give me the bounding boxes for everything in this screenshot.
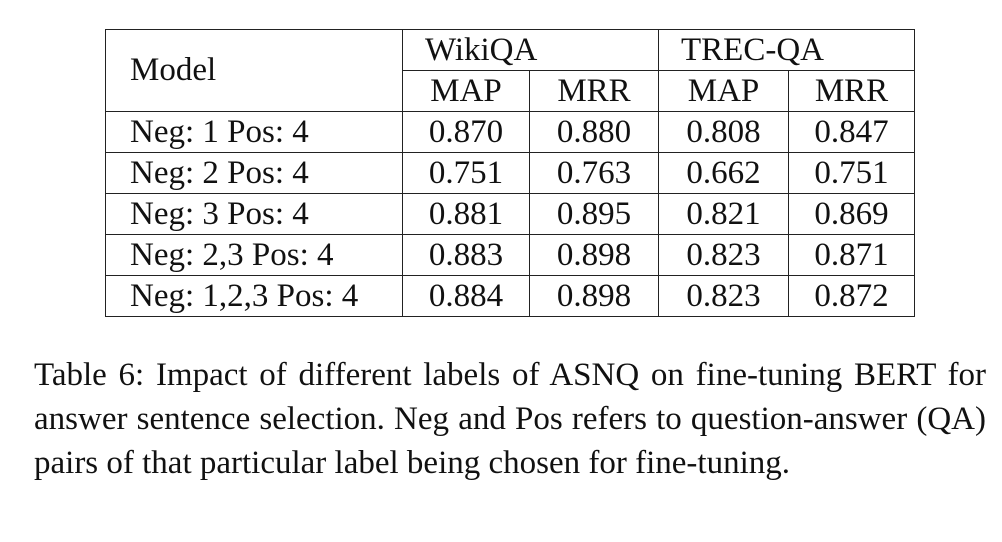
wikiqa-mrr-cell: 0.898 (529, 234, 659, 276)
trecqa-map-header: MAP (658, 70, 789, 112)
row-label: Neg: 3 Pos: 4 (105, 193, 403, 235)
trecqa-mrr-cell: 0.751 (788, 152, 915, 194)
row-label: Neg: 2,3 Pos: 4 (105, 234, 403, 276)
wikiqa-mrr-cell: 0.895 (529, 193, 659, 235)
wikiqa-mrr-cell: 0.880 (529, 111, 659, 153)
trecqa-mrr-cell: 0.872 (788, 275, 915, 317)
trecqa-map-cell: 0.821 (658, 193, 789, 235)
wikiqa-map-cell: 0.884 (402, 275, 530, 317)
table-row: Neg: 3 Pos: 4 0.881 0.895 0.821 0.869 (105, 193, 915, 235)
trecqa-map-cell: 0.662 (658, 152, 789, 194)
table-row: Neg: 1 Pos: 4 0.870 0.880 0.808 0.847 (105, 111, 915, 153)
trecqa-mrr-cell: 0.847 (788, 111, 915, 153)
row-label: Neg: 2 Pos: 4 (105, 152, 403, 194)
header-row-groups: Model WikiQA TREC-QA (105, 29, 915, 112)
model-column-header: Model (105, 29, 403, 112)
trecqa-map-cell: 0.823 (658, 234, 789, 276)
trecqa-map-cell: 0.823 (658, 275, 789, 317)
trecqa-mrr-cell: 0.869 (788, 193, 915, 235)
wikiqa-map-cell: 0.751 (402, 152, 530, 194)
trecqa-group-header: TREC-QA (658, 29, 915, 71)
trecqa-map-cell: 0.808 (658, 111, 789, 153)
wikiqa-map-cell: 0.883 (402, 234, 530, 276)
wikiqa-mrr-cell: 0.898 (529, 275, 659, 317)
wikiqa-mrr-header: MRR (529, 70, 659, 112)
table-row: Neg: 1,2,3 Pos: 4 0.884 0.898 0.823 0.87… (105, 275, 915, 317)
table-caption: Table 6: Impact of different labels of A… (34, 357, 986, 481)
table-row: Neg: 2,3 Pos: 4 0.883 0.898 0.823 0.871 (105, 234, 915, 276)
trecqa-mrr-cell: 0.871 (788, 234, 915, 276)
row-label: Neg: 1,2,3 Pos: 4 (105, 275, 403, 317)
results-table: Model WikiQA TREC-QA MAP MRR MAP MRR Neg… (105, 29, 915, 317)
table-row: Neg: 2 Pos: 4 0.751 0.763 0.662 0.751 (105, 152, 915, 194)
wikiqa-map-cell: 0.881 (402, 193, 530, 235)
wikiqa-map-cell: 0.870 (402, 111, 530, 153)
wikiqa-map-header: MAP (402, 70, 530, 112)
row-label: Neg: 1 Pos: 4 (105, 111, 403, 153)
wikiqa-mrr-cell: 0.763 (529, 152, 659, 194)
wikiqa-group-header: WikiQA (402, 29, 659, 71)
trecqa-mrr-header: MRR (788, 70, 915, 112)
